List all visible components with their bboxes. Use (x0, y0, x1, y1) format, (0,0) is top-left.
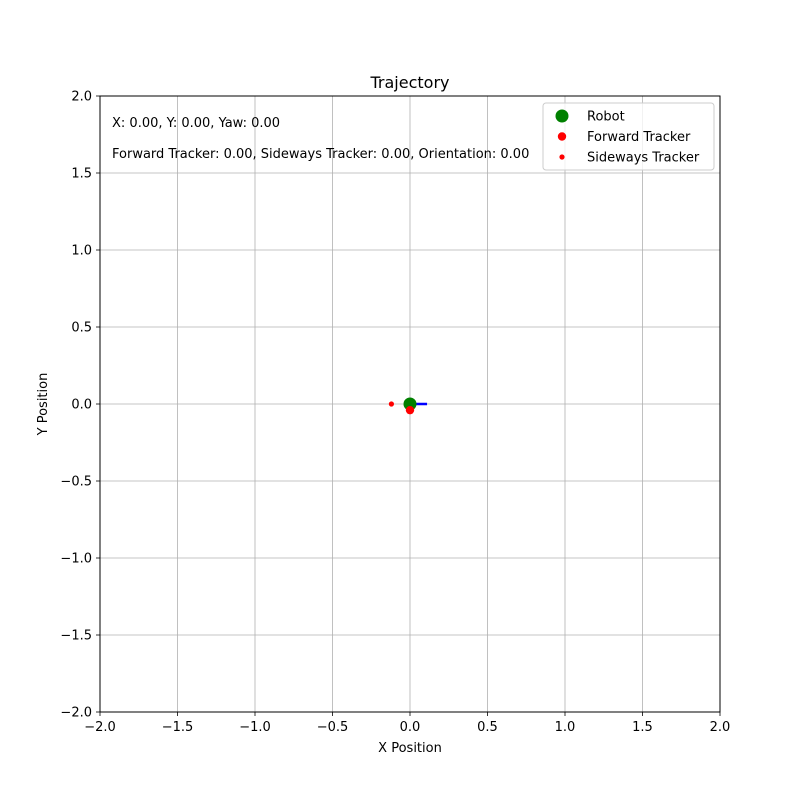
legend: Robot Forward Tracker Sideways Tracker (542, 102, 715, 171)
y-tick-label: 1.0 (71, 244, 92, 259)
points-layer (388, 397, 417, 415)
x-tick-label: −0.5 (317, 720, 349, 735)
robot-point (403, 397, 417, 411)
x-axis-ticks: −2.0 −1.5 −1.0 −0.5 0.0 0.5 1.0 1.5 2.0 (84, 712, 730, 735)
x-tick-label: 0.5 (477, 720, 498, 735)
x-tick-label: −2.0 (84, 720, 116, 735)
x-tick-label: 1.0 (555, 720, 576, 735)
legend-box (542, 102, 715, 171)
y-tick-label: 1.5 (71, 167, 92, 182)
legend-marker (555, 109, 569, 123)
y-tick-label: 0.5 (71, 321, 92, 336)
y-axis-ticks: −2.0 −1.5 −1.0 −0.5 0.0 0.5 1.0 1.5 2.0 (60, 90, 100, 721)
y-tick-label: −0.5 (60, 475, 92, 490)
y-axis-label: Y Position (36, 373, 51, 437)
y-tick-label: −1.5 (60, 629, 92, 644)
annotation-text: X: 0.00, Y: 0.00, Yaw: 0.00 (112, 116, 280, 131)
annotations: X: 0.00, Y: 0.00, Yaw: 0.00 Forward Track… (112, 116, 529, 162)
x-tick-label: 2.0 (710, 720, 731, 735)
x-axis-label: X Position (378, 741, 442, 756)
legend-marker (557, 132, 567, 141)
legend-label: Robot (587, 110, 625, 125)
forward-tracker-point (405, 405, 415, 415)
chart-title: Trajectory (370, 73, 450, 92)
x-tick-label: −1.0 (239, 720, 271, 735)
y-tick-label: 0.0 (71, 398, 92, 413)
legend-marker (559, 154, 565, 160)
x-tick-label: 0.0 (400, 720, 421, 735)
x-tick-label: 1.5 (632, 720, 653, 735)
y-tick-label: 2.0 (71, 90, 92, 105)
x-tick-label: −1.5 (162, 720, 194, 735)
sideways-tracker-point (388, 401, 394, 407)
annotation-text: Forward Tracker: 0.00, Sideways Tracker:… (112, 147, 529, 162)
legend-label: Forward Tracker (587, 130, 691, 145)
y-tick-label: −2.0 (60, 706, 92, 721)
legend-label: Sideways Tracker (587, 151, 700, 166)
y-tick-label: −1.0 (60, 552, 92, 567)
